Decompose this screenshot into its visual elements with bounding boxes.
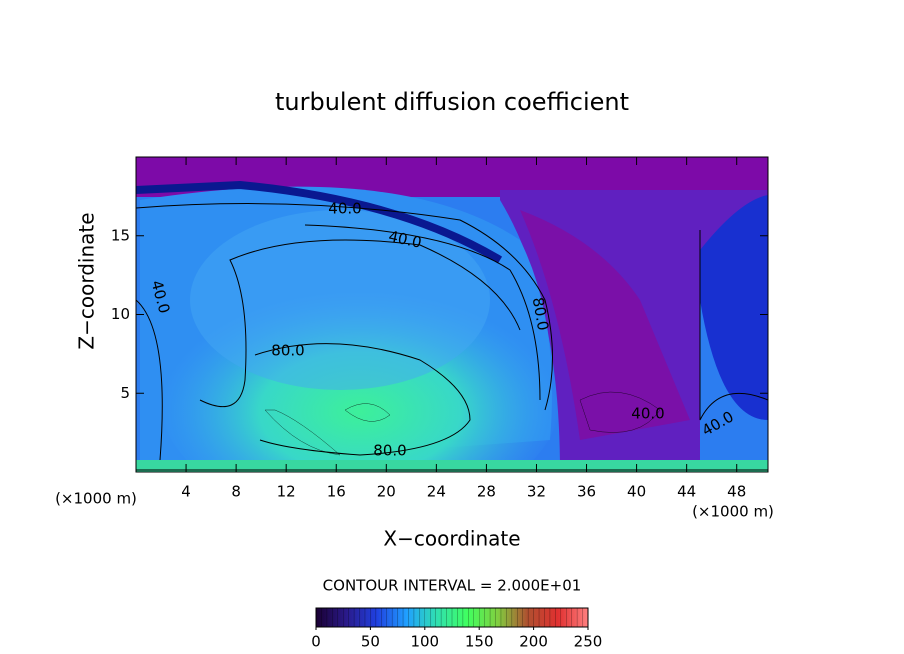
colorbar-tick-label: 200 xyxy=(519,633,548,651)
x-tick-label: 48 xyxy=(727,483,746,501)
contour-field xyxy=(136,157,768,472)
y-tick-label: 10 xyxy=(111,305,130,323)
x-tick-label: 24 xyxy=(427,483,446,501)
x-tick-label: 8 xyxy=(231,483,241,501)
contour-label: 80.0 xyxy=(271,342,304,360)
contour-label: 40.0 xyxy=(328,200,361,218)
colorbar-tick-label: 50 xyxy=(361,633,380,651)
contour-label: 80.0 xyxy=(529,296,553,332)
y-tick-label: 5 xyxy=(120,384,130,402)
x-tick-label: 12 xyxy=(277,483,296,501)
x-tick-label: 44 xyxy=(677,483,696,501)
y-axis-label: Z−coordinate xyxy=(75,212,99,349)
colorbar-tick-label: 150 xyxy=(465,633,494,651)
x-tick-label: 16 xyxy=(327,483,346,501)
x-tick-label: 40 xyxy=(627,483,646,501)
colorbar-tick-label: 0 xyxy=(311,633,321,651)
contour-label: 40.0 xyxy=(631,405,664,423)
y-unit: (×1000 m) xyxy=(55,490,137,508)
contour-label: 80.0 xyxy=(373,442,406,460)
colorbar-tick-label: 250 xyxy=(574,633,603,651)
x-axis-label: X−coordinate xyxy=(383,527,520,551)
colorbar-tick-label: 100 xyxy=(410,633,439,651)
chart-title: turbulent diffusion coefficient xyxy=(275,88,629,116)
contour-interval: CONTOUR INTERVAL = 2.000E+01 xyxy=(323,577,582,595)
x-tick-label: 4 xyxy=(181,483,191,501)
x-tick-label: 36 xyxy=(577,483,596,501)
x-tick-label: 28 xyxy=(477,483,496,501)
y-tick-label: 15 xyxy=(111,226,130,244)
x-tick-label: 20 xyxy=(377,483,396,501)
x-tick-label: 32 xyxy=(527,483,546,501)
x-unit: (×1000 m) xyxy=(692,503,774,521)
